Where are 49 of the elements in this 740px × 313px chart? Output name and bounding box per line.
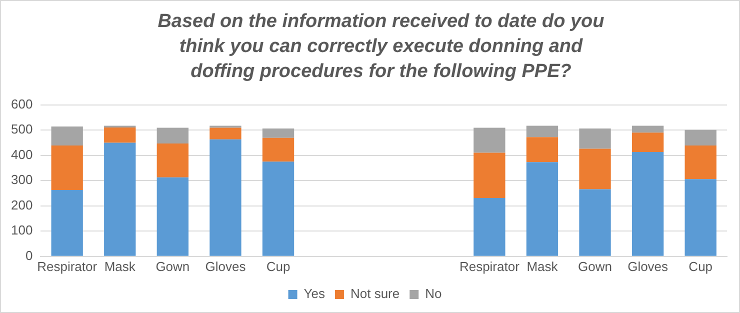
y-tick-label: 600: [10, 96, 33, 112]
bar: [474, 152, 506, 198]
x-tick-label: Gown: [156, 258, 190, 274]
bar: [51, 190, 83, 256]
bar: [684, 145, 716, 180]
chart-title: Based on the information received to date do you think you can correctly execute donning and doffing procedures for the following PPE?: [156, 10, 606, 84]
y-tick-label: 100: [10, 222, 33, 238]
bar: [579, 148, 611, 190]
legend-label: Yes: [304, 286, 326, 302]
bar: [526, 137, 558, 162]
x-tick-label: Mask: [104, 258, 136, 274]
bar: [262, 162, 294, 256]
bar: [210, 128, 242, 140]
bar: [632, 132, 664, 152]
bar: [526, 162, 558, 256]
bar: [579, 128, 611, 149]
legend-label: No: [425, 286, 442, 302]
x-tick-label: Cup: [266, 258, 290, 274]
x-tick-label: Gown: [578, 258, 612, 274]
x-tick-label: Gloves: [628, 258, 669, 274]
x-tick-label: Mask: [526, 258, 558, 274]
bar: [579, 189, 611, 256]
x-tick-label: Cup: [688, 258, 713, 274]
y-tick-label: 200: [10, 197, 33, 212]
bar: [684, 130, 716, 146]
bar: [104, 142, 136, 256]
y-tick-label: 300: [10, 172, 33, 188]
bar: [156, 143, 189, 178]
y-tick-label: 500: [10, 122, 33, 137]
bar: [632, 126, 664, 133]
bar: [262, 138, 294, 162]
bar: [210, 139, 242, 256]
bar: [474, 198, 506, 256]
bar: [51, 145, 83, 190]
bar: [156, 128, 189, 144]
bar: [474, 128, 506, 153]
y-tick-label: 0: [25, 248, 33, 263]
x-tick-label: Respirator: [37, 258, 98, 274]
bar: [684, 179, 716, 256]
bar: [104, 128, 136, 143]
bar: [526, 126, 558, 138]
bar: [632, 152, 664, 256]
bar: [51, 126, 83, 146]
x-tick-label: Gloves: [205, 258, 246, 274]
x-tick-label: Respirator: [459, 258, 520, 274]
y-tick-label: 400: [10, 146, 33, 162]
bar: [156, 177, 189, 256]
legend-label: Not sure: [350, 286, 400, 302]
bar: [262, 128, 294, 138]
